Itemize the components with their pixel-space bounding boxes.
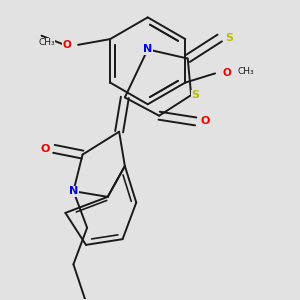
- Text: CH₃: CH₃: [238, 67, 254, 76]
- Text: O: O: [200, 116, 210, 126]
- Text: O: O: [62, 40, 71, 50]
- Text: O: O: [40, 144, 50, 154]
- Text: N: N: [143, 44, 152, 54]
- Text: CH₃: CH₃: [39, 38, 55, 47]
- Text: S: S: [225, 33, 233, 43]
- Text: O: O: [222, 68, 231, 78]
- Text: N: N: [69, 186, 78, 196]
- Text: S: S: [192, 90, 200, 100]
